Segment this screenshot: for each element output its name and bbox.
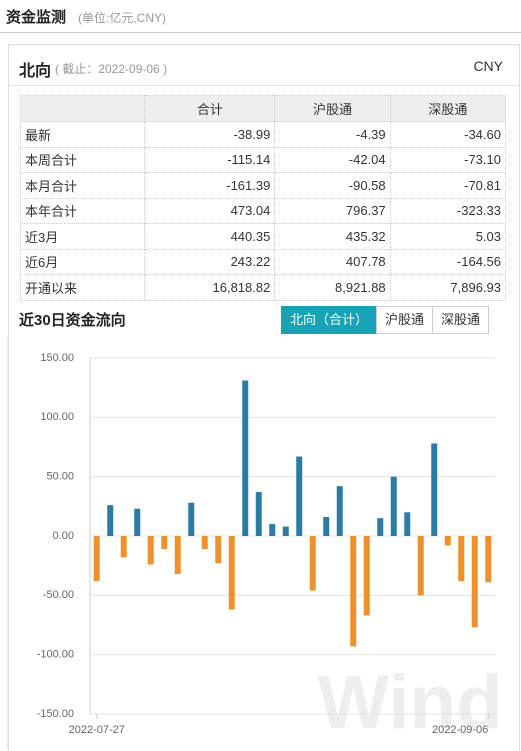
bar [404,512,411,536]
bar [363,536,370,616]
y-tick-label: -50.00 [43,589,74,601]
y-tick-label: 50.00 [46,471,74,483]
bar [255,492,262,536]
bar [309,536,316,591]
y-tick-label: 100.00 [40,411,74,423]
table-cell: 近3月 [19,223,146,250]
panel: 北向 ( 截止：2022-09-06 ) CNY 合计 沪股通 深股通 最新 -38.9… [8,44,520,751]
watermark: Wind [317,660,502,745]
table-cell: 7,896.93 [389,274,507,301]
table-row: 最新 -38.99 -4.39 -34.60 [19,121,507,148]
bar [161,536,168,550]
unit: (单位:亿元,CNY) [78,11,166,25]
bar [471,536,478,628]
x-tick-label: 2022-07-27 [69,724,125,736]
header-cell: 沪股通 [274,95,391,122]
table-cell: -73.10 [389,146,507,173]
section-title: 近30日资金流向 [19,312,126,329]
y-tick-label: 0.00 [53,530,74,542]
bar [390,476,397,536]
y-tick-label: -150.00 [37,708,74,720]
bar [147,536,154,565]
table-cell: -323.33 [389,197,507,224]
header: 资金监测 (单位:亿元,CNY) [0,0,521,33]
header-cell: 深股通 [389,95,507,122]
table-cell: -42.04 [274,146,391,173]
bar [107,505,114,536]
bar [336,486,343,536]
table-row: 本周合计 -115.14 -42.04 -73.10 [19,146,507,173]
tabs: 北向（合计） 沪股通 深股通 [281,306,490,334]
x-tick-label: 2022-09-06 [432,724,488,736]
table-cell: 5.03 [389,223,507,250]
header-cell [19,95,146,122]
bar [282,526,289,536]
bar [188,502,195,536]
bar [458,536,465,582]
tab[interactable]: 北向（合计） [281,306,378,334]
bar [350,536,357,647]
summary-table: 合计 沪股通 深股通 最新 -38.99 -4.39 -34.60 本周合计 -115.14 -4… [19,95,507,301]
table-cell: 8,921.88 [274,274,391,301]
table-cell: 开通以来 [19,274,146,301]
panel-date: ( 截止：2022-09-06 ) [55,62,168,76]
bar [134,508,141,536]
panel-title: 北向 [19,63,52,80]
table-cell: -4.39 [274,121,391,148]
bar [377,518,384,536]
currency: CNY [473,58,503,74]
bar [120,536,127,558]
table-row: 近3月 440.35 435.32 5.03 [19,223,507,250]
bar [444,536,451,546]
bar [201,536,208,550]
y-tick-label: -100.00 [37,649,74,661]
bar [417,536,424,596]
bar [485,536,492,583]
table-row: 近6月 243.22 407.78 -164.56 [19,248,507,275]
bar [174,536,181,574]
bar [242,380,249,536]
bar [431,443,438,536]
bar [323,517,330,536]
y-tick-label: 150.00 [40,352,74,364]
table-cell: 本周合计 [19,146,146,173]
table-cell: 16,818.82 [144,274,276,301]
table-cell: 407.78 [274,248,391,275]
header-title: 资金监测 [6,9,67,26]
separator [9,85,519,86]
header-cell: 合计 [144,95,276,122]
table-cell: -38.99 [144,121,276,148]
table-row: 本月合计 -161.39 -90.58 -70.81 [19,172,507,199]
table-cell: -90.58 [274,172,391,199]
tab[interactable]: 深股通 [432,306,490,334]
table-cell: -115.14 [144,146,276,173]
table-cell: 本月合计 [19,172,146,199]
bar [215,536,222,564]
header-row: 合计 沪股通 深股通 [19,95,507,122]
table-row: 开通以来 16,818.82 8,921.88 7,896.93 [19,274,507,301]
bar [269,524,276,536]
bar [228,536,235,610]
table-cell: -70.81 [389,172,507,199]
bar [93,536,100,582]
bar [296,456,303,536]
